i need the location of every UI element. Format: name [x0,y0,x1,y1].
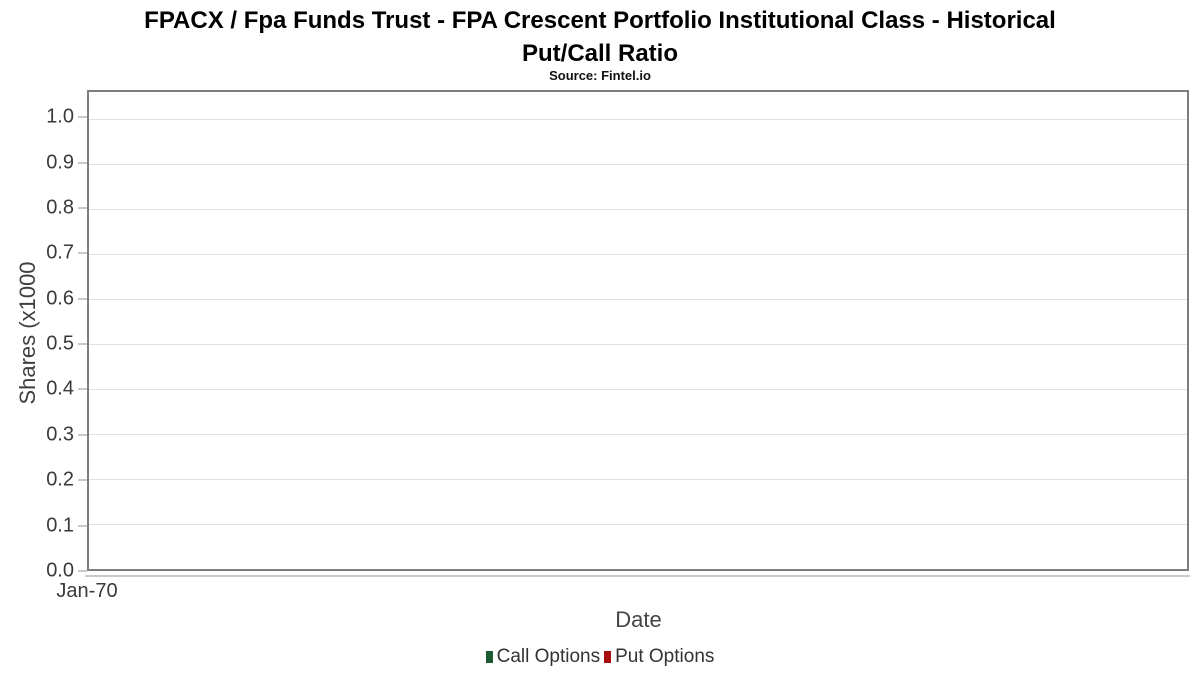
y-tick-mark [78,479,87,482]
y-tick-label: 0.2 [46,468,74,491]
y-tick-mark [78,433,87,436]
legend-label: Put Options [615,646,715,667]
y-tick-label: 0.8 [46,196,74,219]
chart-title-line-1: FPACX / Fpa Funds Trust - FPA Crescent P… [144,7,1056,34]
gridline [89,299,1187,300]
y-tick-label: 0.1 [46,514,74,537]
y-tick-label: 0.7 [46,241,74,264]
gridline [89,524,1187,525]
legend-label: Call Options [496,646,601,667]
y-tick-mark [78,388,87,391]
legend-swatch-icon [604,651,612,663]
y-tick-mark [78,297,87,300]
x-tick-labels-layer: Jan-70 [56,580,1190,604]
y-tick-label: 0.9 [46,151,74,174]
y-tick-mark [78,206,87,209]
legend: Call Options Put Options [0,646,1200,668]
gridline [89,479,1187,480]
x-axis-title: Date [615,607,662,632]
y-tick-label: 0.0 [46,559,74,582]
gridline [89,209,1187,210]
legend-item[interactable]: Put Options [604,646,714,668]
y-tick-mark [78,343,87,346]
plot-area [87,90,1189,571]
legend-item[interactable]: Call Options [485,646,601,668]
y-tick-label: 1.0 [46,105,74,128]
y-tick-label: 0.3 [46,423,74,446]
y-tick-label: 0.5 [46,332,74,355]
gridline [89,119,1187,120]
legend-swatch-icon [485,651,493,663]
y-tick-label: 0.6 [46,287,74,310]
y-tick-mark [78,161,87,164]
gridline [89,434,1187,435]
y-tick-mark [78,116,87,119]
y-tick-mark [78,524,87,527]
chart-source-subtitle: Source: Fintel.io [549,68,651,83]
x-tick-label: Jan-70 [56,580,118,602]
gridline [89,569,1187,570]
chart-title-line-2: Put/Call Ratio [521,40,678,67]
y-tick-mark [78,252,87,255]
y-ticks-layer [78,90,87,572]
gridline [89,344,1187,345]
gridline [89,164,1187,165]
gridline [89,389,1187,390]
y-tick-mark [78,570,87,572]
x-axis-line [85,575,1190,577]
y-tick-labels-layer: 0.0 0.1 0.2 0.3 0.4 0.5 0.6 0.7 0.8 0.9 1.0 [0,90,74,582]
y-tick-label: 0.4 [46,377,74,400]
chart-title: FPACX / Fpa Funds Trust - FPA Crescent P… [0,4,1200,70]
gridline [89,254,1187,255]
